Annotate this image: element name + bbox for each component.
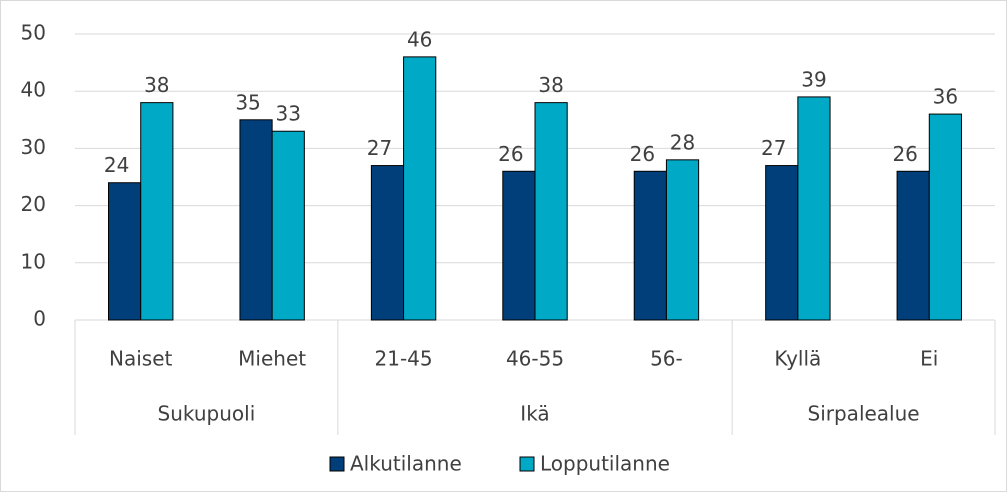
bar	[633, 170, 667, 321]
data-label: 24	[104, 153, 129, 177]
x-tick-label: Naiset	[109, 347, 172, 371]
bar	[239, 119, 273, 321]
y-tick-label: 50	[21, 21, 46, 45]
bar	[140, 102, 174, 321]
x-tick-label: Ei	[920, 347, 938, 371]
x-tick-label: Miehet	[238, 347, 306, 371]
x-tick-label: Kyllä	[774, 347, 821, 371]
x-tick-label: 21-45	[375, 347, 433, 371]
y-tick-label: 10	[21, 249, 46, 273]
bar	[403, 56, 437, 321]
legend-label: Lopputilanne	[540, 452, 670, 476]
bar	[108, 182, 142, 321]
x-tick-label: 46-55	[506, 347, 564, 371]
group-label: Sukupuoli	[158, 402, 256, 426]
group-label: Sirpalealue	[808, 402, 920, 426]
bar	[534, 102, 568, 321]
bar	[928, 113, 962, 321]
legend-label: Alkutilanne	[350, 452, 462, 476]
data-label: 28	[670, 130, 695, 154]
y-tick-label: 20	[21, 192, 46, 216]
y-tick-label: 40	[21, 78, 46, 102]
x-tick-label: 56-	[650, 347, 683, 371]
data-label: 27	[367, 136, 392, 160]
group-label: Ikä	[520, 402, 549, 426]
legend-swatch	[329, 456, 345, 472]
bar	[797, 96, 831, 321]
data-label: 36	[933, 85, 958, 109]
data-label: 38	[144, 73, 169, 97]
data-label: 27	[761, 136, 786, 160]
bar	[665, 159, 700, 321]
bar	[370, 165, 405, 321]
legend-swatch	[519, 456, 535, 472]
bar	[271, 130, 305, 321]
data-label: 46	[407, 27, 432, 51]
data-label: 33	[276, 102, 301, 126]
data-label: 38	[538, 73, 563, 97]
bar	[896, 170, 930, 321]
y-tick-label: 0	[33, 307, 46, 331]
data-label: 26	[630, 142, 655, 166]
data-label: 35	[235, 90, 260, 114]
data-label: 26	[498, 142, 523, 166]
bar	[502, 170, 536, 321]
y-tick-label: 30	[21, 135, 46, 159]
data-label: 26	[892, 142, 917, 166]
data-label: 39	[801, 67, 826, 91]
bar	[765, 165, 799, 321]
